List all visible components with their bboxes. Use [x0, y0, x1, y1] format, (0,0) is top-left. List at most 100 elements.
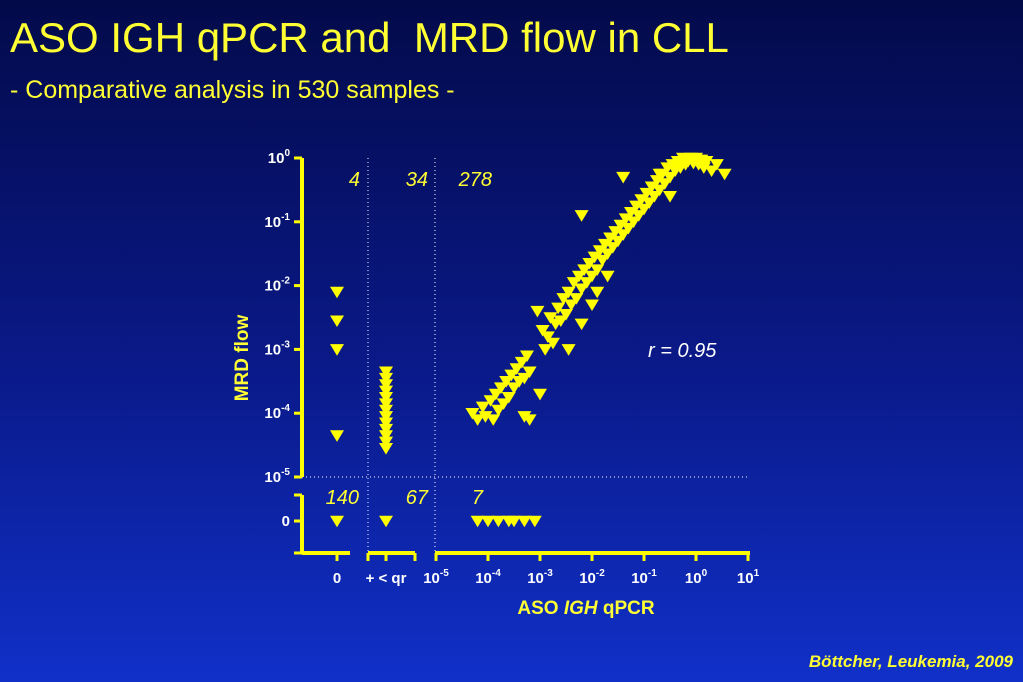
x-tick-label-3: 10-4 [475, 568, 501, 587]
correlation-annotation: r = 0.95 [648, 340, 717, 362]
data-point-60 [579, 277, 594, 289]
data-point-67 [598, 238, 612, 251]
data-point-117 [663, 191, 677, 203]
count-bottom-1: 67 [406, 487, 429, 509]
data-point-81 [621, 222, 636, 235]
data-point-84 [629, 200, 644, 213]
data-point-124 [517, 515, 532, 528]
data-point-95 [657, 178, 672, 190]
data-point-97 [663, 171, 677, 184]
data-point-24 [486, 414, 501, 426]
data-point-115 [652, 168, 667, 181]
data-point-119 [470, 515, 485, 528]
data-point-50 [553, 315, 568, 327]
data-point-31 [504, 369, 519, 382]
data-point-55 [566, 277, 581, 289]
data-point-12 [379, 411, 393, 423]
data-point-32 [507, 382, 521, 394]
data-point-4 [330, 515, 344, 528]
y-axis-title: MRD flow [232, 315, 253, 402]
data-point-85 [631, 210, 646, 222]
data-point-111 [699, 155, 714, 168]
data-point-77 [611, 235, 625, 248]
data-point-33 [509, 363, 524, 375]
data-point-57 [572, 270, 586, 283]
data-point-63 [587, 251, 602, 264]
data-point-73 [590, 286, 605, 299]
y-axis-ticks: 100 10-1 10-2 10-3 10-4 10-5 0 [264, 148, 302, 555]
data-point-5 [379, 366, 393, 379]
quadrant-counts: 4 34 278 140 67 7 [326, 169, 492, 509]
data-point-46 [543, 312, 558, 324]
y-tick-label-6: 0 [282, 513, 290, 530]
y-tick-label-2: 10-2 [264, 276, 290, 295]
data-point-71 [585, 299, 599, 312]
count-top-1: 34 [406, 169, 428, 191]
data-point-19 [465, 407, 480, 420]
data-point-64 [590, 264, 605, 276]
slide-title: ASO IGH qPCR and MRD flow in CLL [10, 14, 729, 61]
data-point-0 [330, 286, 344, 299]
data-point-65 [592, 245, 607, 257]
data-point-9 [379, 392, 393, 404]
data-point-6 [379, 372, 393, 385]
slide-subtitle: - Comparative analysis in 530 samples - [10, 76, 455, 104]
data-point-35 [514, 356, 529, 369]
data-point-78 [613, 219, 628, 232]
x-tick-label-7: 100 [685, 568, 708, 587]
data-point-20 [470, 414, 485, 426]
data-point-38 [522, 366, 537, 379]
data-point-47 [546, 337, 560, 350]
data-point-26 [491, 404, 506, 417]
data-point-89 [642, 197, 657, 209]
x-axis-title-italic: IGH [564, 598, 599, 619]
citation: Böttcher, Leukemia, 2009 [808, 652, 1013, 671]
data-point-21 [475, 401, 490, 414]
data-point-25 [488, 388, 503, 401]
count-bottom-0: 140 [326, 487, 359, 509]
data-point-86 [634, 194, 649, 206]
data-point-76 [608, 226, 623, 238]
data-point-1 [330, 315, 344, 327]
data-point-125 [527, 515, 542, 528]
data-point-93 [652, 184, 667, 197]
data-point-121 [491, 515, 506, 528]
data-point-52 [559, 309, 573, 321]
x-axis-title: ASO IGH qPCR [517, 598, 655, 619]
data-point-54 [564, 299, 579, 312]
data-point-14 [379, 423, 393, 436]
data-point-91 [647, 191, 662, 203]
count-bottom-2: 7 [472, 487, 484, 509]
data-points [330, 152, 732, 528]
x-tick-label-4: 10-3 [527, 568, 553, 587]
data-point-114 [717, 168, 732, 181]
data-point-13 [379, 417, 393, 430]
data-point-15 [379, 430, 393, 442]
data-point-90 [644, 181, 659, 194]
reference-lines [302, 158, 750, 553]
data-point-18 [379, 515, 393, 528]
data-point-88 [639, 187, 654, 200]
count-top-0: 4 [349, 169, 360, 191]
data-point-68 [600, 248, 615, 260]
data-point-30 [501, 392, 516, 404]
data-point-45 [540, 331, 555, 343]
data-point-74 [603, 232, 618, 245]
data-point-69 [561, 344, 576, 356]
y-tick-label-3: 10-3 [264, 339, 290, 358]
data-point-29 [499, 376, 514, 388]
data-point-112 [704, 165, 719, 178]
data-point-22 [478, 411, 493, 423]
data-point-40 [522, 414, 537, 426]
data-point-37 [520, 350, 534, 363]
data-point-82 [624, 206, 638, 219]
y-tick-label-5: 10-5 [264, 467, 290, 486]
data-point-44 [538, 344, 553, 356]
data-point-113 [709, 159, 724, 171]
data-point-42 [530, 305, 545, 318]
data-point-59 [577, 264, 592, 276]
data-point-123 [507, 515, 521, 528]
data-point-27 [494, 382, 508, 394]
data-point-56 [569, 293, 584, 305]
x-tick-label-1: + < qr [366, 570, 407, 587]
